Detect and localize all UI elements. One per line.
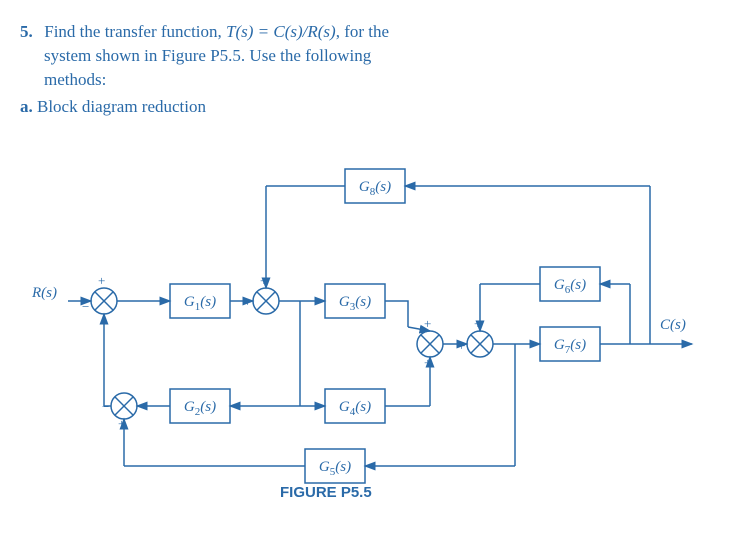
sign: +	[424, 316, 431, 331]
problem-number: 5.	[20, 20, 40, 44]
figure-caption: FIGURE P5.5	[280, 484, 372, 499]
equation: T(s) = C(s)/R(s)	[226, 22, 336, 41]
input-label: R(s)	[31, 285, 57, 301]
text-fragment: , for the	[336, 22, 389, 41]
sub-text: Block diagram reduction	[37, 97, 206, 116]
text-fragment: methods:	[44, 70, 106, 89]
problem-text: 5. Find the transfer function, T(s) = C(…	[20, 20, 711, 119]
block-diagram: G1(s)G2(s)G3(s)G4(s)G5(s)G6(s)G7(s)G8(s)…	[20, 129, 711, 499]
sub-letter: a.	[20, 97, 33, 116]
text-fragment: system shown in Figure P5.5. Use the fol…	[44, 46, 371, 65]
subproblem-a: a. Block diagram reduction	[20, 95, 711, 119]
diagram-svg: G1(s)G2(s)G3(s)G4(s)G5(s)G6(s)G7(s)G8(s)…	[20, 129, 711, 499]
output-label: C(s)	[660, 317, 686, 333]
problem-line1: 5. Find the transfer function, T(s) = C(…	[20, 20, 711, 91]
sign: +	[458, 338, 465, 353]
sign: +	[98, 273, 105, 288]
text-fragment: Find the transfer function,	[44, 22, 226, 41]
